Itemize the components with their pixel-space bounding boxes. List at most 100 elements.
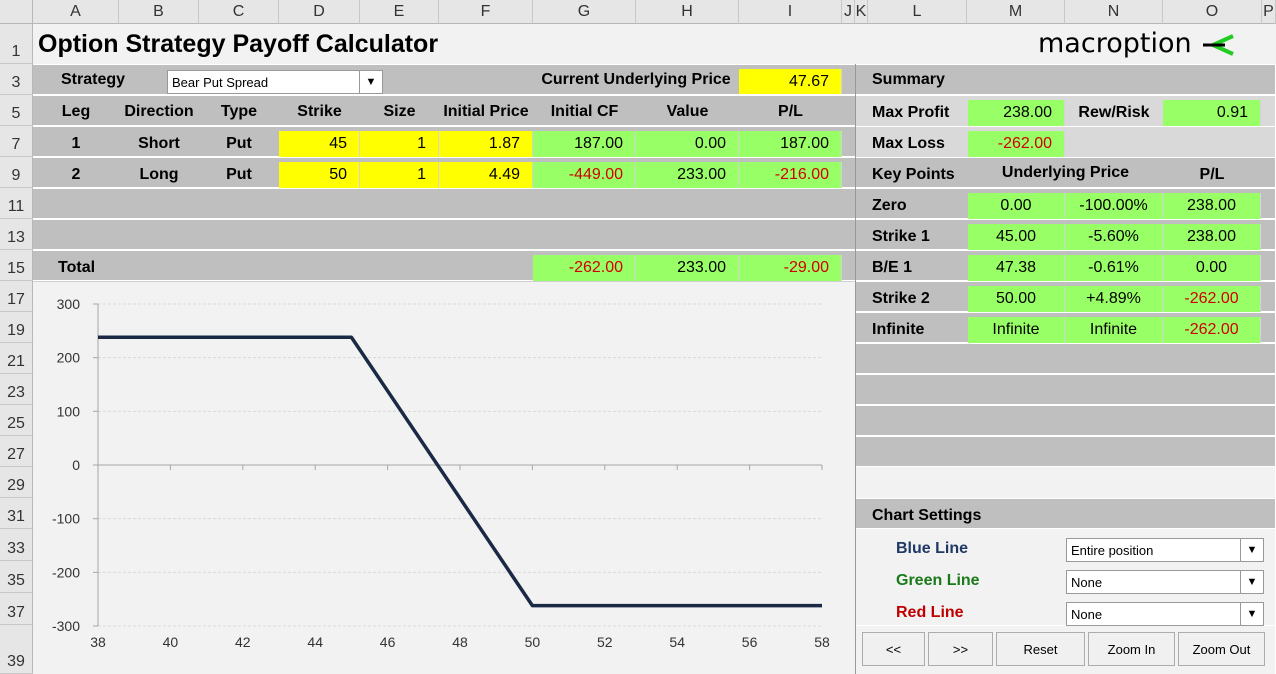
header-leg: Leg bbox=[61, 103, 91, 120]
leg-strike-input[interactable]: 45 bbox=[279, 131, 360, 157]
blue-line-select[interactable]: Entire position ▼ bbox=[1066, 538, 1264, 562]
key-point-name: Zero bbox=[872, 197, 907, 214]
row-header[interactable]: 21 bbox=[0, 343, 33, 374]
red-line-value: None bbox=[1071, 606, 1103, 622]
next-button[interactable]: >> bbox=[928, 632, 993, 666]
leg-direction[interactable]: Short bbox=[138, 135, 180, 152]
col-header-d[interactable]: D bbox=[279, 0, 360, 24]
key-point-pl: 238.00 bbox=[1163, 193, 1261, 219]
col-header-b[interactable]: B bbox=[119, 0, 199, 24]
leg-pl: 187.00 bbox=[739, 131, 842, 157]
row-header[interactable]: 33 bbox=[0, 529, 33, 561]
row-header[interactable]: 27 bbox=[0, 436, 33, 467]
row-header[interactable]: 39 bbox=[0, 625, 33, 674]
col-header-p[interactable]: P bbox=[1262, 0, 1276, 24]
leg-price-input[interactable]: 4.49 bbox=[439, 162, 533, 188]
col-header-j[interactable]: J bbox=[842, 0, 855, 24]
col-header-c[interactable]: C bbox=[199, 0, 279, 24]
chart-settings-title: Chart Settings bbox=[872, 506, 982, 524]
chevron-down-icon[interactable]: ▼ bbox=[359, 71, 382, 93]
key-point-name: B/E 1 bbox=[872, 259, 913, 276]
spacer-row bbox=[856, 467, 1275, 498]
col-header-i[interactable]: I bbox=[739, 0, 842, 24]
row-header[interactable]: 9 bbox=[0, 157, 33, 188]
row-header[interactable]: 7 bbox=[0, 126, 33, 157]
chevron-down-icon[interactable]: ▼ bbox=[1240, 571, 1263, 593]
row-header[interactable]: 5 bbox=[0, 95, 33, 126]
leg-price-input[interactable]: 1.87 bbox=[439, 131, 533, 157]
header-initial-cf: Initial CF bbox=[550, 103, 619, 120]
leg-size-input[interactable]: 1 bbox=[360, 162, 439, 188]
strategy-select[interactable]: Bear Put Spread ▼ bbox=[167, 70, 383, 94]
row-header[interactable]: 13 bbox=[0, 219, 33, 250]
title-bar bbox=[33, 24, 1276, 64]
summary-header-row bbox=[856, 64, 1275, 95]
red-line-label: Red Line bbox=[896, 604, 964, 621]
zoom-out-button[interactable]: Zoom Out bbox=[1178, 632, 1265, 666]
x-tick-label: 46 bbox=[380, 634, 396, 650]
underlying-label: Current Underlying Price bbox=[541, 70, 731, 88]
col-header-n[interactable]: N bbox=[1065, 0, 1163, 24]
leg-direction[interactable]: Long bbox=[139, 166, 179, 183]
row-header[interactable]: 37 bbox=[0, 593, 33, 625]
reset-button[interactable]: Reset bbox=[996, 632, 1085, 666]
col-header-a[interactable]: A bbox=[33, 0, 119, 24]
y-tick-label: -300 bbox=[52, 618, 80, 634]
leg-value: 0.00 bbox=[636, 131, 739, 157]
col-header-k[interactable]: K bbox=[855, 0, 868, 24]
row-header[interactable]: 25 bbox=[0, 405, 33, 436]
row-header[interactable]: 3 bbox=[0, 64, 33, 95]
zoom-in-button[interactable]: Zoom In bbox=[1088, 632, 1175, 666]
total-value: 233.00 bbox=[636, 255, 739, 281]
header-direction: Direction bbox=[124, 103, 194, 120]
corner-cell[interactable] bbox=[0, 0, 33, 24]
max-profit-value: 238.00 bbox=[968, 100, 1065, 126]
legs-header-row bbox=[33, 95, 855, 126]
row-header[interactable]: 29 bbox=[0, 467, 33, 498]
payoff-chart[interactable]: 300 200 100 0 -100 -200 -300 38 40 42 44 46 48 50 52 54… bbox=[33, 281, 855, 674]
header-pl: P/L bbox=[778, 103, 803, 120]
green-line-value: None bbox=[1071, 574, 1103, 590]
empty-row bbox=[856, 343, 1275, 374]
blue-line-value: Entire position bbox=[1071, 542, 1154, 558]
x-tick-label: 42 bbox=[235, 634, 251, 650]
max-loss-label: Max Loss bbox=[872, 135, 945, 152]
key-pl-header: P/L bbox=[1199, 166, 1225, 183]
header-size: Size bbox=[383, 103, 416, 120]
row-header[interactable]: 11 bbox=[0, 188, 33, 219]
leg-strike-input[interactable]: 50 bbox=[279, 162, 360, 188]
leg-type[interactable]: Put bbox=[226, 166, 252, 183]
green-line-select[interactable]: None ▼ bbox=[1066, 570, 1264, 594]
chevron-down-icon[interactable]: ▼ bbox=[1240, 603, 1263, 625]
col-header-m[interactable]: M bbox=[967, 0, 1065, 24]
col-header-o[interactable]: O bbox=[1163, 0, 1262, 24]
key-point-name: Strike 2 bbox=[872, 290, 930, 307]
key-point-pct: -0.61% bbox=[1065, 255, 1163, 281]
row-header[interactable]: 1 bbox=[0, 24, 33, 64]
red-line-select[interactable]: None ▼ bbox=[1066, 602, 1264, 626]
row-header[interactable]: 15 bbox=[0, 250, 33, 281]
panel-divider bbox=[855, 64, 856, 674]
total-initial-cf: -262.00 bbox=[533, 255, 636, 281]
rew-risk-label: Rew/Risk bbox=[1078, 104, 1150, 121]
empty-leg-row[interactable] bbox=[33, 219, 855, 250]
row-header[interactable]: 17 bbox=[0, 281, 33, 312]
leg-size-input[interactable]: 1 bbox=[360, 131, 439, 157]
underlying-price-input[interactable]: 47.67 bbox=[739, 69, 842, 94]
row-header[interactable]: 23 bbox=[0, 374, 33, 405]
chevron-down-icon[interactable]: ▼ bbox=[1240, 539, 1263, 561]
prev-button[interactable]: << bbox=[862, 632, 925, 666]
row-header[interactable]: 35 bbox=[0, 561, 33, 593]
row-header[interactable]: 19 bbox=[0, 312, 33, 343]
col-header-l[interactable]: L bbox=[868, 0, 967, 24]
col-header-f[interactable]: F bbox=[439, 0, 533, 24]
total-pl: -29.00 bbox=[739, 255, 842, 281]
col-header-e[interactable]: E bbox=[360, 0, 439, 24]
x-tick-label: 40 bbox=[163, 634, 179, 650]
col-header-g[interactable]: G bbox=[533, 0, 636, 24]
col-header-h[interactable]: H bbox=[636, 0, 739, 24]
empty-leg-row[interactable] bbox=[33, 188, 855, 219]
row-header[interactable]: 31 bbox=[0, 498, 33, 529]
leg-initial-cf: 187.00 bbox=[533, 131, 636, 157]
leg-type[interactable]: Put bbox=[226, 135, 252, 152]
